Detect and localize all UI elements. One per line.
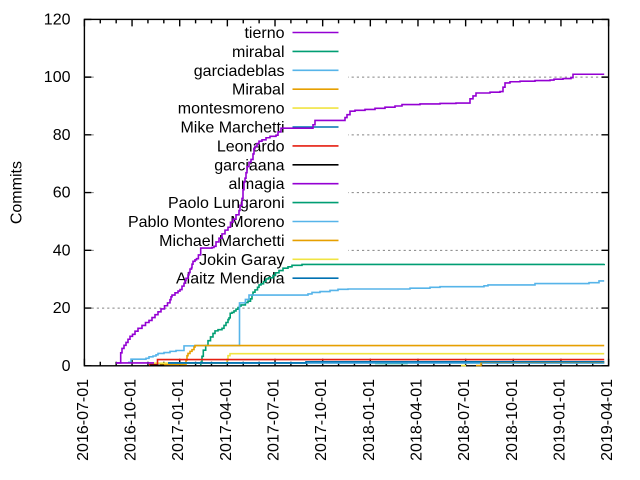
svg-text:Paolo Lungaroni: Paolo Lungaroni [168,195,285,212]
svg-text:80: 80 [53,127,71,144]
svg-text:tierno: tierno [244,25,284,42]
svg-text:20: 20 [53,300,71,317]
svg-text:2018-10-01: 2018-10-01 [504,379,521,461]
svg-text:0: 0 [62,358,71,375]
svg-text:2017-10-01: 2017-10-01 [313,379,330,461]
svg-text:2017-07-01: 2017-07-01 [266,379,283,461]
svg-text:Mirabal: Mirabal [232,82,284,99]
svg-text:2018-07-01: 2018-07-01 [456,379,473,461]
svg-text:Michael Marchetti: Michael Marchetti [159,233,284,250]
svg-text:2019-01-01: 2019-01-01 [551,379,568,461]
svg-text:2018-04-01: 2018-04-01 [409,379,426,461]
svg-text:120: 120 [44,11,71,28]
svg-text:Leonardo: Leonardo [217,138,285,155]
svg-text:2017-01-01: 2017-01-01 [170,379,187,461]
svg-text:2017-04-01: 2017-04-01 [218,379,235,461]
svg-text:Alaitz Mendiola: Alaitz Mendiola [176,271,285,288]
svg-text:100: 100 [44,69,71,86]
svg-text:montesmoreno: montesmoreno [178,101,285,118]
svg-text:garciadeblas: garciadeblas [194,63,285,80]
svg-text:2019-04-01: 2019-04-01 [599,379,616,461]
svg-text:Pablo Montes Moreno: Pablo Montes Moreno [128,214,285,231]
svg-text:Jokin Garay: Jokin Garay [199,252,284,269]
svg-text:2018-01-01: 2018-01-01 [361,379,378,461]
svg-text:40: 40 [53,242,71,259]
svg-text:almagia: almagia [228,176,284,193]
svg-text:2016-10-01: 2016-10-01 [123,379,140,461]
svg-text:60: 60 [53,185,71,202]
svg-text:2016-07-01: 2016-07-01 [75,379,92,461]
svg-text:mirabal: mirabal [232,44,284,61]
svg-text:Commits: Commits [9,161,26,224]
svg-text:Mike Marchetti: Mike Marchetti [180,120,284,137]
